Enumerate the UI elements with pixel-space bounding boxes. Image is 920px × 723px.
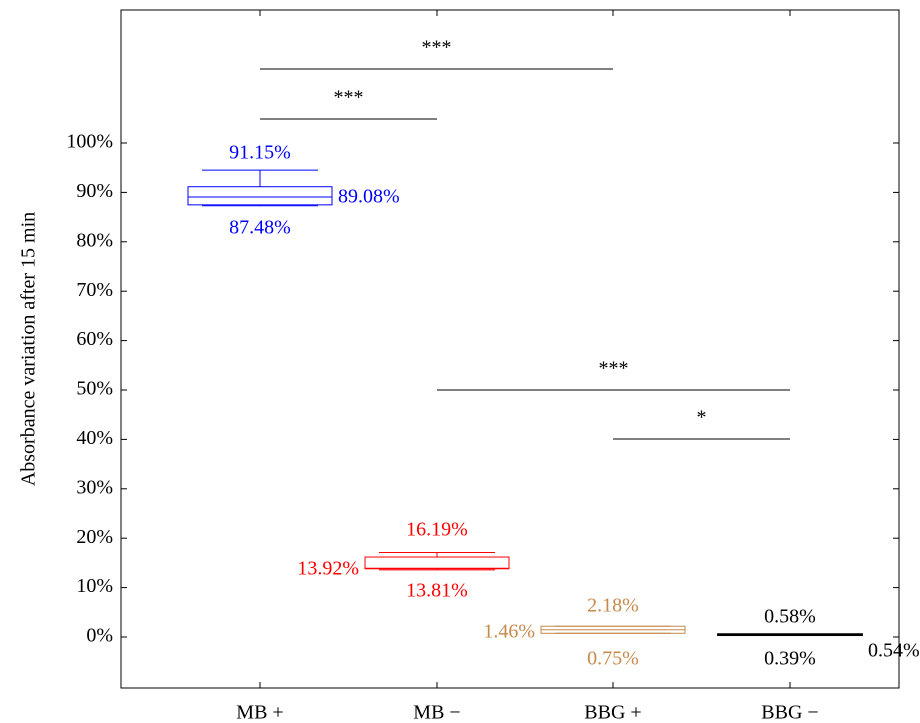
label-median: 0.54% <box>868 640 920 662</box>
y-tick-label: 30% <box>76 476 113 498</box>
box <box>364 556 510 570</box>
box <box>187 186 333 206</box>
label-median: 89.08% <box>338 186 400 208</box>
label-median: 1.46% <box>483 621 535 643</box>
box-group: 91.15% 87.48% 89.08% <box>187 142 400 239</box>
y-tick-label: 0% <box>86 625 113 647</box>
significance-label: *** <box>334 87 364 109</box>
significance-label: * <box>697 407 707 429</box>
box-group: 16.19% 13.81% 13.92% <box>297 519 510 602</box>
label-lower: 87.48% <box>229 217 291 239</box>
x-tick-label: MB + <box>236 702 283 723</box>
y-tick-label: 90% <box>76 180 113 202</box>
label-upper: 16.19% <box>406 519 468 541</box>
label-median: 13.92% <box>297 558 359 580</box>
box-group: 2.18% 0.75% 1.46% <box>483 595 686 670</box>
axis-ticks: 0% 10% 20% 30% 40% 50% 60% 70% 80% 90% 100% MB + MB … <box>66 10 899 723</box>
plot-frame <box>120 9 900 689</box>
significance-label: *** <box>422 37 452 59</box>
y-tick-label: 100% <box>66 131 113 153</box>
y-tick-label: 70% <box>76 279 113 301</box>
y-tick-label: 60% <box>76 328 113 350</box>
x-tick-label: BBG − <box>761 702 818 723</box>
label-upper: 0.58% <box>764 606 816 628</box>
label-upper: 91.15% <box>229 142 291 164</box>
x-tick-label: MB − <box>413 702 460 723</box>
label-lower: 13.81% <box>406 580 468 602</box>
y-tick-label: 10% <box>76 575 113 597</box>
box-group: 0.58% 0.39% 0.54% <box>717 606 920 670</box>
y-tick-label: 20% <box>76 526 113 548</box>
y-tick-label: 40% <box>76 427 113 449</box>
label-lower: 0.75% <box>587 648 639 670</box>
label-lower: 0.39% <box>764 648 816 670</box>
y-tick-label: 80% <box>76 229 113 251</box>
significance-label: *** <box>599 358 629 380</box>
label-upper: 2.18% <box>587 595 639 617</box>
y-axis-title: Absorbance variation after 15 min <box>18 212 40 486</box>
x-tick-label: BBG + <box>584 702 641 723</box>
y-tick-label: 50% <box>76 378 113 400</box>
box-series: 91.15% 87.48% 89.08% 16.19% 13.81% 13.92% 2.18… <box>187 142 920 670</box>
significance-brackets: ********** <box>260 37 790 440</box>
